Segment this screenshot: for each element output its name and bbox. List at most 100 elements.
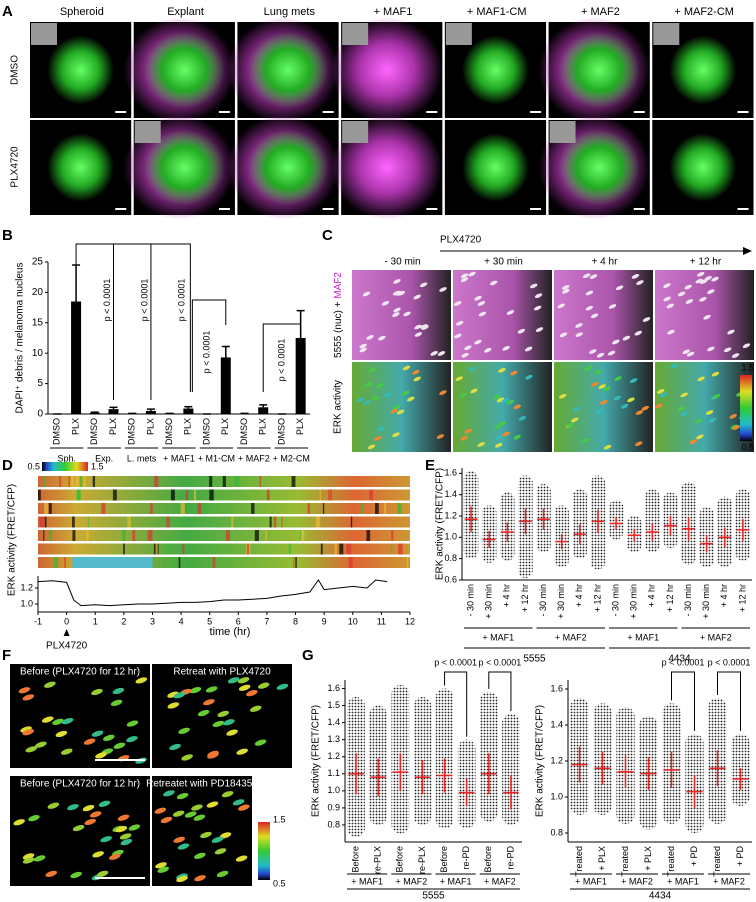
cell — [513, 404, 521, 410]
nucleus — [557, 303, 565, 309]
cell — [477, 442, 485, 447]
cell — [584, 365, 592, 371]
nucleus — [437, 351, 446, 356]
cell — [594, 369, 602, 375]
nucleus — [700, 279, 708, 284]
nucleus — [381, 300, 390, 306]
cell — [194, 875, 206, 882]
cell — [572, 406, 580, 412]
nucleus — [366, 335, 374, 340]
cell — [525, 374, 533, 380]
nucleus — [589, 349, 597, 354]
y-tick-label: 1.0 — [444, 532, 457, 542]
heatmap-stripe — [48, 503, 52, 514]
nucleus — [699, 296, 707, 302]
condition-label: + 4 hr — [647, 584, 657, 607]
cell — [629, 378, 638, 383]
cell — [627, 397, 635, 403]
trace-line — [37, 579, 388, 607]
cell — [67, 804, 79, 811]
nucleus — [413, 294, 421, 300]
heatmap-stripe — [39, 516, 45, 528]
cell — [232, 799, 245, 806]
bracket — [191, 299, 227, 392]
cell — [169, 743, 181, 751]
cell — [82, 805, 95, 812]
nucleus — [697, 271, 705, 277]
y-tick-label: 1.4 — [444, 489, 457, 499]
bar — [145, 410, 156, 414]
nucleus — [642, 317, 651, 322]
row-label: 5555 (nuc) + MAF2 — [333, 272, 344, 358]
cell — [212, 720, 225, 728]
nucleus — [663, 283, 671, 288]
x-tick-label: 11 — [377, 616, 386, 626]
nucleus — [464, 345, 472, 351]
cell — [120, 839, 133, 846]
heatmap-stripe — [293, 557, 296, 568]
group-label: + MAF1 — [627, 632, 659, 642]
heatmap-stripe — [398, 543, 403, 555]
image — [227, 17, 339, 123]
panel-letter: D — [2, 457, 13, 474]
heatmap-stripe — [366, 530, 371, 541]
condition-label: DMSO — [276, 418, 286, 445]
y-tick-label: 1.3 — [327, 734, 340, 744]
cell — [110, 699, 123, 706]
y-tick-label: 1.4 — [327, 717, 340, 727]
heatmap-stripe — [346, 543, 352, 555]
cell — [119, 833, 132, 840]
condition-label: re-PLX — [373, 846, 383, 874]
cell — [160, 816, 173, 824]
image-label: Retreat with PLX4720 — [173, 667, 271, 678]
panel-letter: G — [302, 647, 314, 664]
nucleus — [362, 291, 371, 297]
heatmap-stripe — [122, 530, 126, 541]
heatmap-stripe — [315, 516, 321, 528]
cell — [206, 801, 219, 808]
cell — [115, 826, 128, 833]
x-tick-label: 2 — [121, 616, 126, 626]
y-tick-label: 1.0 — [327, 785, 340, 795]
cell — [128, 824, 141, 831]
colorbar-label: 1.5 — [91, 461, 104, 471]
heatmap-stripe — [170, 489, 175, 501]
cell — [384, 392, 392, 398]
cell — [436, 434, 445, 439]
heatmap-stripe — [178, 557, 181, 568]
group-label: + MAF1 — [351, 876, 383, 886]
cell — [494, 435, 503, 440]
cell — [28, 815, 40, 822]
heatmap-stripe — [202, 503, 207, 514]
group-label: + M1-CM — [198, 453, 235, 463]
nucleus — [453, 301, 462, 306]
heatmap-stripe — [79, 476, 83, 487]
cell — [402, 365, 411, 371]
p-value: p < 0.0001 — [708, 657, 751, 667]
cell — [659, 392, 668, 398]
heatmap-stripe — [68, 476, 70, 487]
nucleus — [393, 279, 401, 284]
condition-label: DMSO — [52, 418, 62, 445]
cell — [227, 677, 240, 684]
cell — [205, 686, 218, 693]
nucleus — [439, 287, 447, 292]
y-axis-label: ERK activity (FRET/CFP) — [7, 484, 18, 596]
cell — [708, 417, 717, 423]
image — [652, 22, 754, 118]
p-value: p < 0.0001 — [478, 657, 521, 667]
x-tick-label: 8 — [293, 616, 298, 626]
cell — [47, 802, 60, 809]
heatmap-stripe — [64, 557, 66, 568]
cell — [495, 442, 503, 448]
cell — [614, 376, 622, 381]
y-tick-label: 1.4 — [550, 719, 563, 729]
cell — [732, 425, 740, 430]
nucleus — [677, 291, 686, 297]
condition-label: re-PD — [505, 846, 515, 870]
condition-label: PLX — [220, 418, 230, 435]
heatmap-stripe — [155, 543, 158, 555]
image-label: Before (PLX4720 for 12 hr) — [20, 667, 140, 678]
cell — [55, 730, 68, 738]
